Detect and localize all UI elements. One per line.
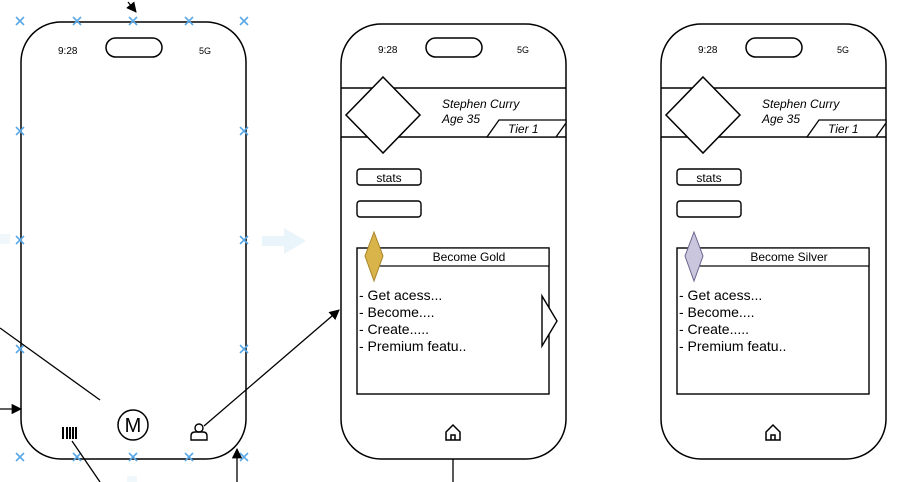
barcode-icon[interactable]	[62, 427, 77, 439]
phone-2-feature-3: - Create.....	[359, 321, 429, 337]
m-logo-button[interactable]: M	[117, 409, 149, 441]
phone-2-feature-1: - Get acess...	[359, 287, 442, 303]
phone-2-tier-tab	[485, 119, 567, 138]
phone-2-gold-plan-screen: 9:28 5G Stephen Curry Age 35 Tier 1 stat…	[340, 23, 567, 460]
connector-person-to-phone2	[203, 309, 340, 427]
faint-connector-arrow	[0, 228, 306, 482]
phone-2-status-time: 9:28	[378, 45, 398, 56]
phone-3-plan-gem	[684, 230, 704, 283]
phone-1-home-screen: 9:28 5G M	[15, 16, 249, 462]
phone-2-notch	[425, 37, 483, 58]
phone-2-profile-name: Stephen Curry	[442, 97, 520, 111]
phone-1-status-network: 5G	[199, 46, 211, 56]
phone-3-stats-label: stats	[696, 171, 721, 185]
phone-3-plan-card[interactable]	[676, 247, 870, 395]
phone-2-stats-button[interactable]	[356, 168, 422, 186]
phone-3-plan-title: Become Silver	[750, 250, 827, 264]
phone-2-profile-age: Age 35	[441, 112, 480, 126]
phone-3-status-time: 9:28	[698, 45, 718, 56]
phone-3-profile-name: Stephen Curry	[762, 97, 840, 111]
phone-2-feature-4: - Premium featu..	[359, 338, 466, 354]
m-logo-label: M	[125, 415, 142, 437]
phone-2-plan-title: Become Gold	[433, 250, 506, 264]
phone-2-empty-button[interactable]	[356, 200, 422, 218]
phone-3-profile-age: Age 35	[761, 112, 800, 126]
phone-3-tier-tab	[805, 119, 887, 138]
phone-1-frame	[20, 21, 247, 460]
phone-2-stats-label: stats	[376, 171, 401, 185]
connector-diagonal	[0, 327, 101, 401]
phone-3-feature-1: - Get acess...	[679, 287, 762, 303]
person-icon[interactable]	[190, 423, 208, 441]
phone-3-home-icon[interactable]	[765, 423, 781, 441]
phone-2-status-network: 5G	[517, 45, 529, 55]
phone-2-plan-card[interactable]	[356, 247, 550, 395]
phone-2-feature-2: - Become....	[359, 304, 434, 320]
phone-3-avatar	[664, 75, 742, 155]
phone-3-feature-4: - Premium featu..	[679, 338, 786, 354]
phone-2-next-arrow[interactable]	[541, 293, 558, 349]
phone-2-avatar	[344, 75, 422, 155]
phone-3-empty-button[interactable]	[676, 200, 742, 218]
phone-2-home-icon[interactable]	[445, 423, 461, 441]
connector-barcode	[71, 440, 101, 482]
phone-2-plan-gem	[364, 230, 384, 283]
phone-3-tier-label: Tier 1	[828, 122, 859, 136]
phone-3-notch	[745, 37, 803, 58]
phone-1-notch	[105, 37, 163, 58]
phone-3-silver-plan-screen: 9:28 5G Stephen Curry Age 35 Tier 1 stat…	[660, 23, 887, 460]
phone-1-status-time: 9:28	[58, 46, 78, 57]
connectors	[0, 1, 454, 482]
phone-2-tier-label: Tier 1	[508, 122, 539, 136]
phone-3-feature-2: - Become....	[679, 304, 754, 320]
connector-top	[126, 1, 137, 13]
selection-handles	[15, 16, 249, 462]
phone-3-feature-3: - Create.....	[679, 321, 749, 337]
phone-3-status-network: 5G	[837, 45, 849, 55]
phone-3-stats-button[interactable]	[676, 168, 742, 186]
